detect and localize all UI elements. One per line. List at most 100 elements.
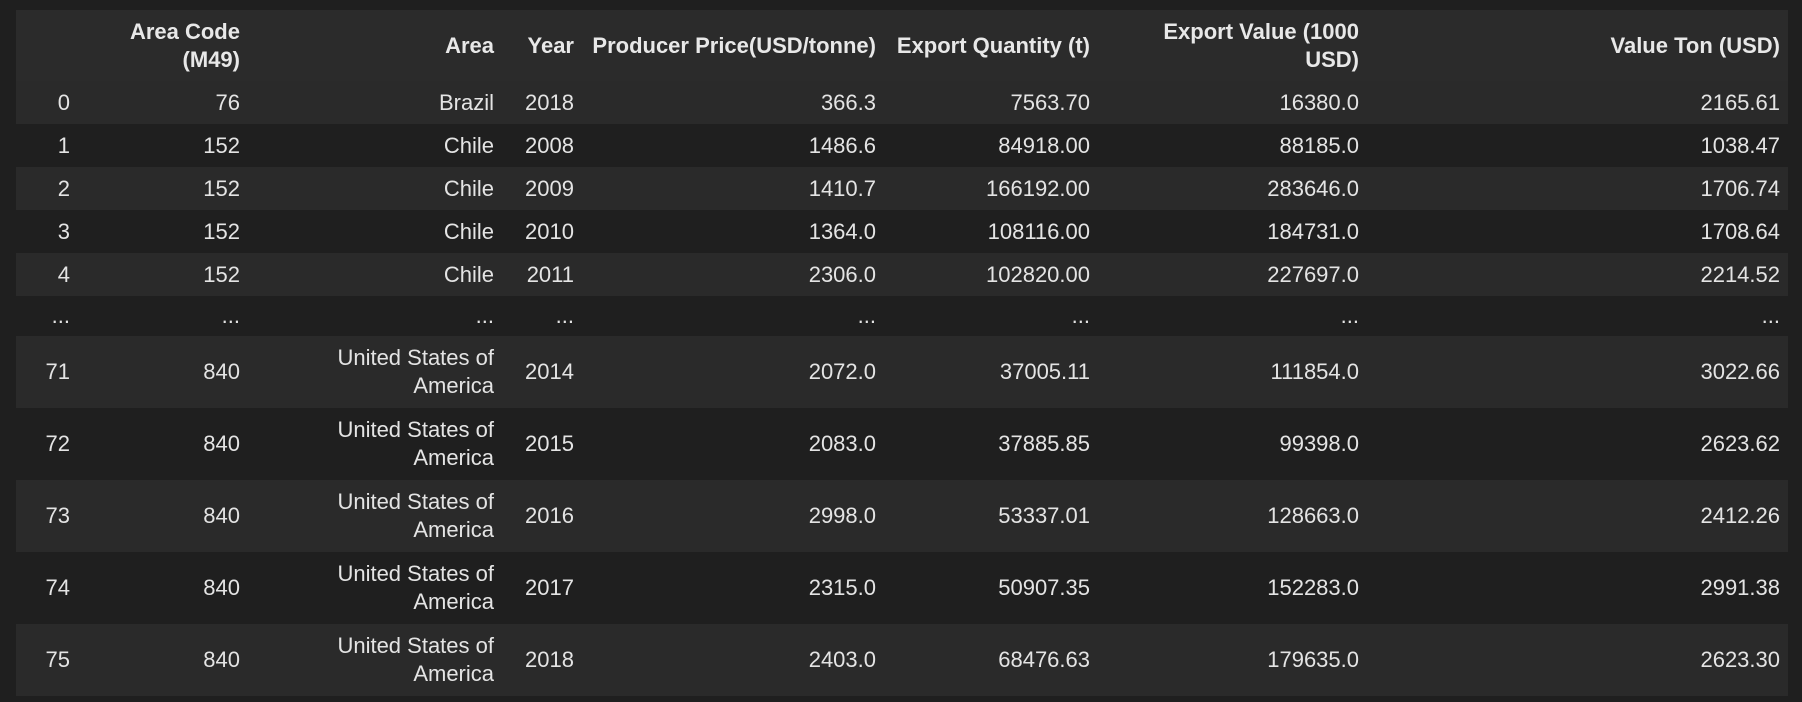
cell-area-code: 840 xyxy=(78,624,248,696)
table-row: 71 840 United States of America 2014 207… xyxy=(16,336,1788,408)
row-index: 71 xyxy=(16,336,78,408)
cell-area: United States of America xyxy=(248,480,502,552)
cell-export-quantity: 7563.70 xyxy=(884,81,1098,124)
cell-year: 2018 xyxy=(502,624,582,696)
row-index: 2 xyxy=(16,167,78,210)
cell-export-value: 184731.0 xyxy=(1098,210,1367,253)
cell-area: United States of America xyxy=(248,624,502,696)
index-header xyxy=(16,10,78,81)
cell-export-value: 111854.0 xyxy=(1098,336,1367,408)
cell-value-ton: 2991.38 xyxy=(1367,552,1788,624)
cell-export-value: 179635.0 xyxy=(1098,624,1367,696)
cell-export-value: ... xyxy=(1098,296,1367,336)
cell-producer-price: 2315.0 xyxy=(582,552,884,624)
cell-area-code: 152 xyxy=(78,210,248,253)
cell-year: 2017 xyxy=(502,552,582,624)
column-header-export-value: Export Value (1000 USD) xyxy=(1098,10,1367,81)
table-row: 3 152 Chile 2010 1364.0 108116.00 184731… xyxy=(16,210,1788,253)
cell-export-value: 128663.0 xyxy=(1098,480,1367,552)
cell-year: 2008 xyxy=(502,124,582,167)
cell-area: United States of America xyxy=(248,408,502,480)
dataframe-table: Area Code (M49) Area Year Producer Price… xyxy=(16,10,1788,696)
cell-area: United States of America xyxy=(248,336,502,408)
column-header-area: Area xyxy=(248,10,502,81)
row-index: 4 xyxy=(16,253,78,296)
cell-area-code: 840 xyxy=(78,408,248,480)
table-row: 0 76 Brazil 2018 366.3 7563.70 16380.0 2… xyxy=(16,81,1788,124)
table-body: 0 76 Brazil 2018 366.3 7563.70 16380.0 2… xyxy=(16,81,1788,696)
cell-year: ... xyxy=(502,296,582,336)
ellipsis-row: ... ... ... ... ... ... ... ... xyxy=(16,296,1788,336)
cell-area-code: 76 xyxy=(78,81,248,124)
cell-producer-price: 2306.0 xyxy=(582,253,884,296)
cell-value-ton: 1708.64 xyxy=(1367,210,1788,253)
cell-producer-price: 2072.0 xyxy=(582,336,884,408)
cell-producer-price: 1410.7 xyxy=(582,167,884,210)
cell-year: 2009 xyxy=(502,167,582,210)
cell-export-quantity: 50907.35 xyxy=(884,552,1098,624)
cell-export-quantity: 68476.63 xyxy=(884,624,1098,696)
cell-export-quantity: 166192.00 xyxy=(884,167,1098,210)
cell-year: 2016 xyxy=(502,480,582,552)
cell-area: United States of America xyxy=(248,552,502,624)
table-row: 74 840 United States of America 2017 231… xyxy=(16,552,1788,624)
cell-export-value: 99398.0 xyxy=(1098,408,1367,480)
table-row: 73 840 United States of America 2016 299… xyxy=(16,480,1788,552)
cell-export-value: 152283.0 xyxy=(1098,552,1367,624)
cell-producer-price: 2998.0 xyxy=(582,480,884,552)
table-row: 1 152 Chile 2008 1486.6 84918.00 88185.0… xyxy=(16,124,1788,167)
cell-area-code: ... xyxy=(78,296,248,336)
cell-producer-price: 1364.0 xyxy=(582,210,884,253)
row-index: 3 xyxy=(16,210,78,253)
column-header-value-ton: Value Ton (USD) xyxy=(1367,10,1788,81)
cell-area-code: 840 xyxy=(78,480,248,552)
cell-export-quantity: 37005.11 xyxy=(884,336,1098,408)
column-header-area-code: Area Code (M49) xyxy=(78,10,248,81)
table-row: 75 840 United States of America 2018 240… xyxy=(16,624,1788,696)
cell-area: Chile xyxy=(248,210,502,253)
cell-value-ton: 3022.66 xyxy=(1367,336,1788,408)
cell-producer-price: 2403.0 xyxy=(582,624,884,696)
cell-export-value: 16380.0 xyxy=(1098,81,1367,124)
table-header: Area Code (M49) Area Year Producer Price… xyxy=(16,10,1788,81)
cell-area: Brazil xyxy=(248,81,502,124)
cell-producer-price: 2083.0 xyxy=(582,408,884,480)
cell-year: 2014 xyxy=(502,336,582,408)
cell-export-quantity: 37885.85 xyxy=(884,408,1098,480)
cell-value-ton: 2412.26 xyxy=(1367,480,1788,552)
cell-export-value: 283646.0 xyxy=(1098,167,1367,210)
table-row: 4 152 Chile 2011 2306.0 102820.00 227697… xyxy=(16,253,1788,296)
cell-export-quantity: 53337.01 xyxy=(884,480,1098,552)
cell-area-code: 152 xyxy=(78,167,248,210)
cell-export-value: 88185.0 xyxy=(1098,124,1367,167)
cell-export-quantity: 84918.00 xyxy=(884,124,1098,167)
cell-area: Chile xyxy=(248,167,502,210)
header-row: Area Code (M49) Area Year Producer Price… xyxy=(16,10,1788,81)
row-index: 1 xyxy=(16,124,78,167)
cell-value-ton: 2623.62 xyxy=(1367,408,1788,480)
cell-value-ton: ... xyxy=(1367,296,1788,336)
cell-area-code: 152 xyxy=(78,253,248,296)
row-index: 72 xyxy=(16,408,78,480)
cell-value-ton: 2214.52 xyxy=(1367,253,1788,296)
cell-year: 2010 xyxy=(502,210,582,253)
cell-export-quantity: 108116.00 xyxy=(884,210,1098,253)
column-header-year: Year xyxy=(502,10,582,81)
cell-area-code: 840 xyxy=(78,336,248,408)
cell-year: 2015 xyxy=(502,408,582,480)
cell-value-ton: 1038.47 xyxy=(1367,124,1788,167)
table-row: 2 152 Chile 2009 1410.7 166192.00 283646… xyxy=(16,167,1788,210)
row-index: ... xyxy=(16,296,78,336)
cell-producer-price: 1486.6 xyxy=(582,124,884,167)
cell-value-ton: 1706.74 xyxy=(1367,167,1788,210)
cell-producer-price: 366.3 xyxy=(582,81,884,124)
row-index: 73 xyxy=(16,480,78,552)
cell-area: Chile xyxy=(248,253,502,296)
cell-export-value: 227697.0 xyxy=(1098,253,1367,296)
row-index: 74 xyxy=(16,552,78,624)
column-header-export-quantity: Export Quantity (t) xyxy=(884,10,1098,81)
cell-export-quantity: 102820.00 xyxy=(884,253,1098,296)
table-row: 72 840 United States of America 2015 208… xyxy=(16,408,1788,480)
cell-area: ... xyxy=(248,296,502,336)
